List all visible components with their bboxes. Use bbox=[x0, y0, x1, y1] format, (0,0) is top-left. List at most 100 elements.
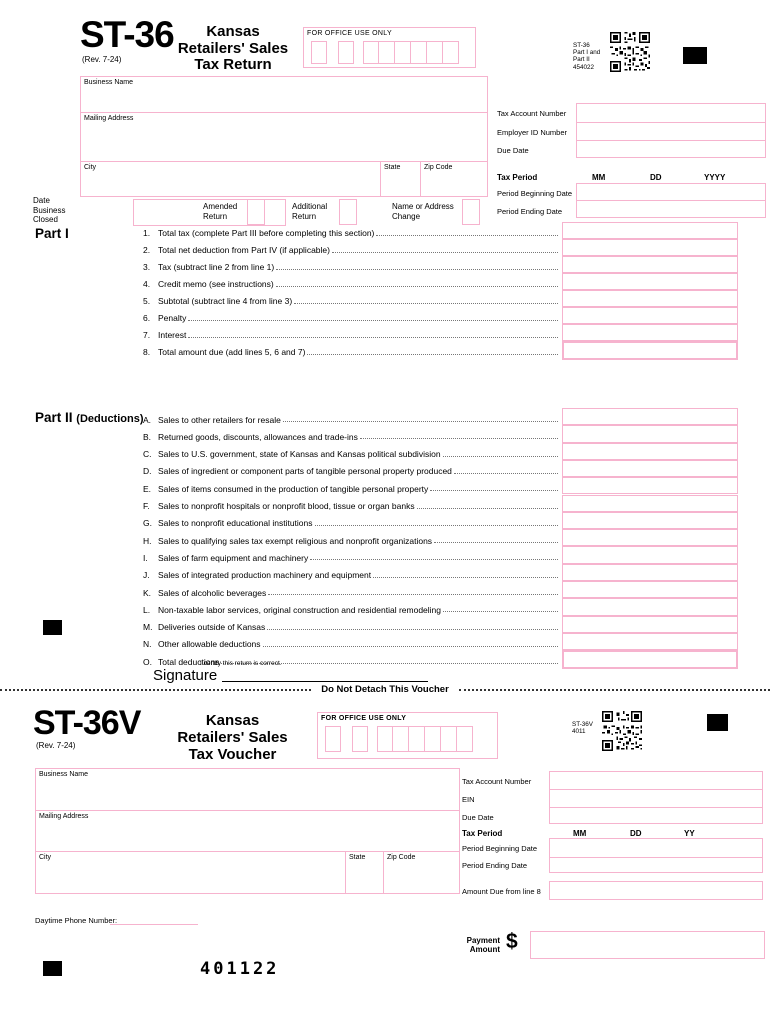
part1-line6-amount-box[interactable] bbox=[562, 307, 738, 324]
state-field[interactable]: State bbox=[380, 161, 421, 197]
part2-lineO-amount-box[interactable] bbox=[562, 650, 738, 670]
part2-lineK-amount-box[interactable] bbox=[562, 581, 738, 599]
daytime-phone-field[interactable] bbox=[110, 912, 198, 925]
office-use-cell[interactable] bbox=[379, 41, 395, 64]
part1-line5-amount-box[interactable] bbox=[562, 290, 738, 307]
office-use-cell[interactable] bbox=[411, 41, 427, 64]
line-number: F. bbox=[143, 501, 150, 511]
part2-line-G: G. Sales to nonprofit educational institu… bbox=[143, 513, 559, 528]
part2-lineD-amount-box[interactable] bbox=[562, 459, 738, 478]
signature-line[interactable] bbox=[222, 667, 428, 682]
office-use-cell[interactable] bbox=[409, 726, 425, 752]
line-number: J. bbox=[143, 570, 150, 581]
office-use-cell[interactable] bbox=[425, 726, 441, 752]
voucher-business-name-field[interactable]: Business Name bbox=[35, 768, 460, 811]
part2-lineI-amount-box[interactable] bbox=[562, 546, 738, 564]
voucher-due-date-field[interactable] bbox=[549, 807, 763, 824]
amended-return-checkbox[interactable] bbox=[247, 199, 265, 225]
voucher-tax-period-label: Tax Period bbox=[462, 829, 503, 838]
employer-id-field[interactable] bbox=[576, 122, 766, 141]
voucher-city-field[interactable]: City bbox=[35, 851, 346, 894]
part1-line2-amount-box[interactable] bbox=[562, 239, 738, 256]
additional-return-checkbox[interactable] bbox=[339, 199, 357, 225]
office-use-cell[interactable] bbox=[325, 726, 341, 752]
period-beginning-field[interactable] bbox=[576, 183, 766, 201]
office-use-cell[interactable] bbox=[363, 41, 379, 64]
payment-amount-field[interactable] bbox=[530, 931, 765, 959]
amount-due-field[interactable] bbox=[549, 881, 763, 900]
barcode-caption: ST-36 Part I and Part II 454022 bbox=[573, 42, 600, 71]
name-address-change-checkbox[interactable] bbox=[462, 199, 480, 225]
part2-lineE-amount-box[interactable] bbox=[562, 477, 738, 495]
dotted-leader bbox=[268, 594, 558, 595]
part2-line-C: C. Sales to U.S. government, state of Kan… bbox=[143, 444, 559, 459]
office-use-cell[interactable] bbox=[427, 41, 443, 64]
office-use-cell[interactable] bbox=[393, 726, 409, 752]
part2-lineC-amount-box[interactable] bbox=[562, 442, 738, 460]
label-line: Payment bbox=[466, 936, 500, 945]
tax-period-mm: MM bbox=[592, 173, 606, 182]
office-use-cell[interactable] bbox=[443, 41, 459, 64]
voucher-period-beginning-field[interactable] bbox=[549, 838, 763, 858]
mailing-address-field[interactable]: Mailing Address bbox=[80, 112, 488, 162]
currency-symbol: $ bbox=[506, 930, 518, 953]
barcode-caption-line: 4011 bbox=[572, 728, 586, 736]
office-use-cell[interactable] bbox=[377, 726, 393, 752]
dotted-leader bbox=[310, 559, 558, 561]
office-use-cell[interactable] bbox=[457, 726, 473, 752]
line-text: Sales to other retailers for resale bbox=[158, 414, 281, 425]
line-number: A. bbox=[143, 414, 152, 425]
part2-lineM-amount-box[interactable] bbox=[562, 615, 738, 633]
part2-lineN-amount-box[interactable] bbox=[562, 632, 738, 651]
voucher-mailing-address-field[interactable]: Mailing Address bbox=[35, 810, 460, 852]
part1-line4-amount-box[interactable] bbox=[562, 273, 738, 290]
voucher-office-use-cells bbox=[325, 726, 497, 752]
line-text: Sales of ingredient or component parts o… bbox=[158, 466, 452, 477]
voucher-period-ending-field[interactable] bbox=[549, 857, 763, 873]
label-line: Additional bbox=[292, 202, 328, 211]
part2-lineA-amount-box[interactable] bbox=[562, 408, 738, 426]
part2-lineF-amount-box[interactable] bbox=[562, 494, 738, 512]
office-use-cell-group bbox=[377, 726, 473, 752]
part2-lineG-amount-box[interactable] bbox=[562, 511, 738, 530]
part2-lineB-amount-box[interactable] bbox=[562, 425, 738, 443]
line-text: Penalty bbox=[158, 313, 187, 323]
dotted-leader bbox=[314, 524, 558, 526]
zip-field[interactable]: Zip Code bbox=[420, 161, 488, 197]
part1-line1-amount-box[interactable] bbox=[562, 222, 738, 239]
voucher-tax-account-number-field[interactable] bbox=[549, 771, 763, 790]
part2-line-I: I. Sales of farm equipment and machinery bbox=[143, 548, 559, 563]
business-name-field[interactable]: Business Name bbox=[80, 76, 488, 113]
line-text: Sales to nonprofit hospitals or nonprofi… bbox=[158, 501, 415, 511]
line-text: Sales of alcoholic beverages bbox=[158, 587, 267, 598]
voucher-tax-period-yy: YY bbox=[684, 829, 695, 838]
registration-mark bbox=[43, 620, 62, 635]
line-number: G. bbox=[143, 518, 152, 529]
tax-account-number-field[interactable] bbox=[576, 103, 766, 123]
part1-line7-amount-box[interactable] bbox=[562, 324, 738, 341]
office-use-cell[interactable] bbox=[338, 41, 354, 64]
office-use-cell[interactable] bbox=[441, 726, 457, 752]
due-date-field[interactable] bbox=[576, 140, 766, 158]
barcode-caption-line: ST-36 bbox=[573, 42, 590, 49]
city-field[interactable]: City bbox=[80, 161, 381, 197]
dotted-leader bbox=[373, 576, 558, 578]
period-ending-field[interactable] bbox=[576, 200, 766, 218]
part2-lineL-amount-box[interactable] bbox=[562, 598, 738, 616]
office-use-cell[interactable] bbox=[395, 41, 411, 64]
signature-label: Signature bbox=[153, 667, 218, 684]
label-line: Return bbox=[203, 211, 228, 221]
dotted-leader bbox=[416, 507, 558, 509]
part2-lineJ-amount-box[interactable] bbox=[562, 563, 738, 581]
label-line: Closed bbox=[33, 215, 58, 224]
voucher-zip-field[interactable]: Zip Code bbox=[383, 851, 460, 894]
part1-line8-amount-box[interactable] bbox=[562, 341, 738, 360]
line-number: M. bbox=[143, 622, 153, 633]
office-use-cell[interactable] bbox=[352, 726, 368, 752]
part1-line3-amount-box[interactable] bbox=[562, 256, 738, 273]
office-use-cell[interactable] bbox=[311, 41, 327, 64]
voucher-state-field[interactable]: State bbox=[345, 851, 384, 894]
part1-line-3: 3. Tax (subtract line 2 from line 1) bbox=[143, 257, 559, 272]
voucher-ein-field[interactable] bbox=[549, 789, 763, 808]
part2-lineH-amount-box[interactable] bbox=[562, 529, 738, 547]
